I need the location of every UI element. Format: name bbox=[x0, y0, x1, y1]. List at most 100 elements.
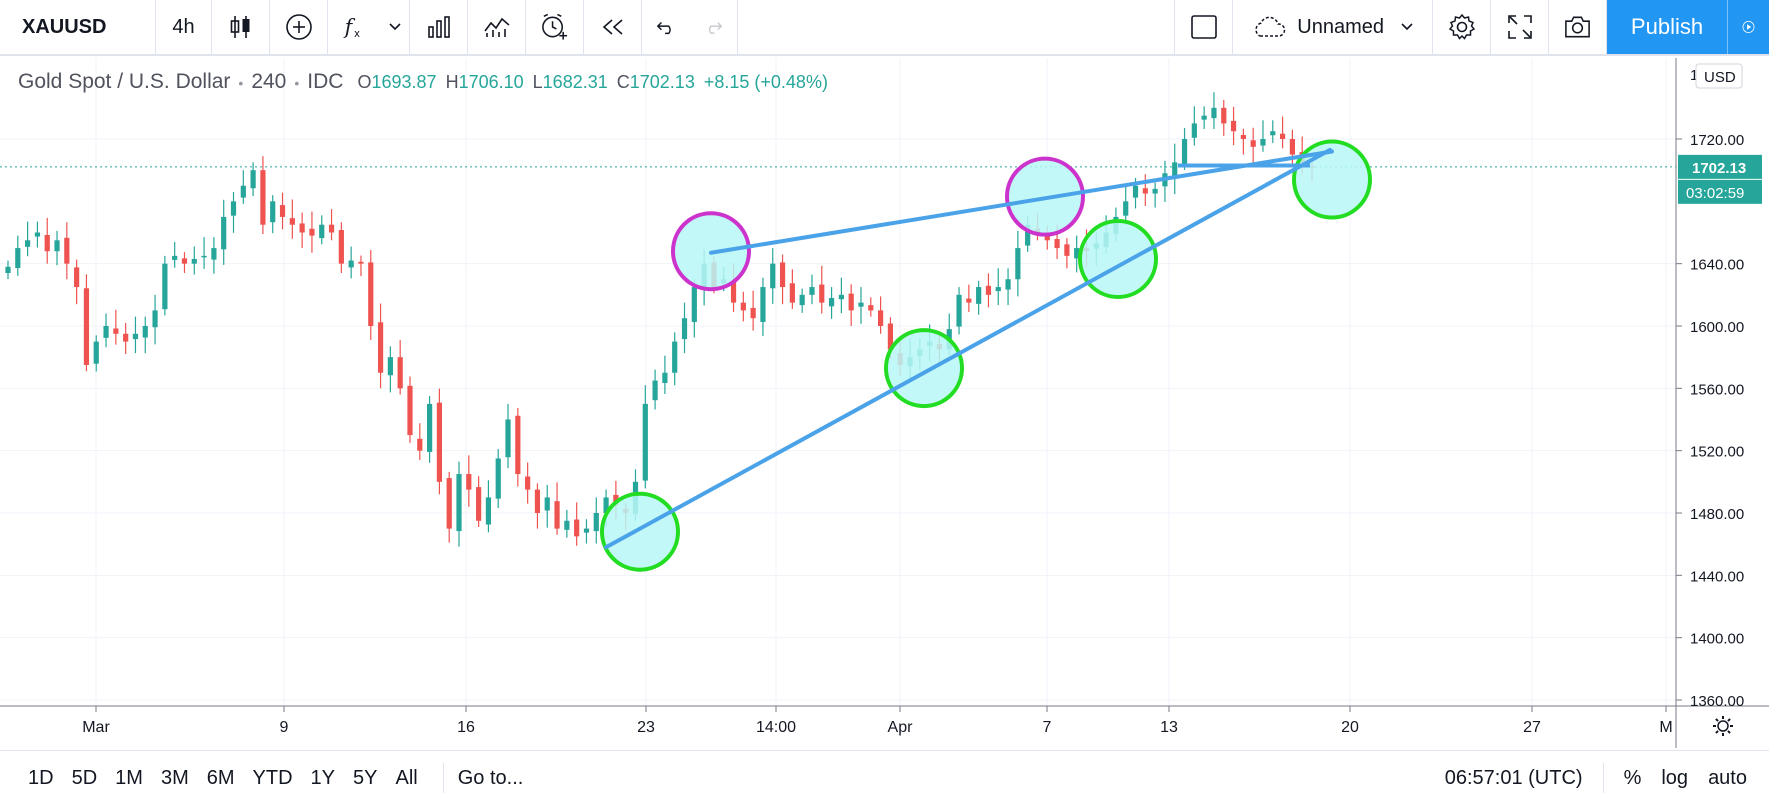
currency-badge[interactable] bbox=[1695, 63, 1743, 89]
axis-settings-icon[interactable] bbox=[1717, 720, 1729, 732]
candle-body bbox=[93, 341, 99, 364]
chevron-down-icon[interactable] bbox=[380, 0, 410, 54]
symbol-search[interactable]: XAUUSD bbox=[0, 0, 156, 54]
price-tick-label: 1720.00 bbox=[1690, 132, 1744, 149]
time-tick-label: 14:00 bbox=[756, 719, 796, 736]
candle-body bbox=[407, 385, 413, 436]
time-tick-label: 20 bbox=[1341, 719, 1359, 736]
candle-body bbox=[985, 285, 992, 295]
candle-body bbox=[525, 476, 531, 490]
undo-icon[interactable] bbox=[642, 0, 690, 54]
auto-toggle[interactable]: auto bbox=[1708, 766, 1747, 789]
candle-body bbox=[485, 497, 492, 525]
candle-body bbox=[250, 170, 256, 189]
add-compare-icon[interactable] bbox=[270, 0, 328, 54]
replay-icon[interactable] bbox=[584, 0, 642, 54]
legend-high-key: H bbox=[445, 72, 459, 92]
price-tick-label: 1400.00 bbox=[1690, 631, 1744, 648]
candle-body bbox=[338, 230, 344, 264]
range-all[interactable]: All bbox=[395, 766, 418, 789]
play-icon[interactable] bbox=[1727, 0, 1769, 54]
candle-body bbox=[44, 234, 50, 252]
support-circle[interactable] bbox=[1078, 218, 1158, 299]
support-circle[interactable] bbox=[884, 328, 964, 409]
candle-body bbox=[1201, 115, 1207, 120]
price-chart[interactable]: 1360.00 1400.00 1440.00 1480.00 1520.00 1560.… bbox=[0, 58, 1769, 748]
legend-low-key: L bbox=[532, 72, 543, 92]
last-price-label: 1702.13 bbox=[1692, 160, 1746, 177]
layout-name: Unnamed bbox=[1297, 15, 1384, 38]
candle-body bbox=[848, 293, 854, 311]
range-1y[interactable]: 1Y bbox=[310, 766, 336, 789]
time-tick-label: 16 bbox=[457, 719, 475, 736]
time-tick-label: 27 bbox=[1523, 719, 1541, 736]
candle-body bbox=[966, 298, 972, 303]
log-toggle[interactable]: log bbox=[1661, 766, 1689, 789]
percent-toggle[interactable]: % bbox=[1623, 766, 1642, 789]
chart-legend: Gold Spot / U.S. Dollar • 240 • IDC O169… bbox=[18, 70, 832, 94]
candle-body bbox=[878, 310, 884, 326]
settings-icon[interactable] bbox=[1433, 0, 1491, 54]
support-trendline[interactable] bbox=[604, 147, 1332, 550]
time-tick-label: M bbox=[1659, 719, 1672, 736]
candle-body bbox=[730, 281, 737, 303]
layout-menu[interactable]: Unnamed bbox=[1233, 0, 1433, 54]
candles-icon[interactable] bbox=[212, 0, 270, 54]
legend-symbol-name: Gold Spot / U.S. Dollar bbox=[18, 70, 231, 93]
chevron-down-icon bbox=[1401, 23, 1413, 31]
range-1d[interactable]: 1D bbox=[28, 766, 54, 789]
candle-body bbox=[436, 402, 442, 482]
candle-body bbox=[1054, 239, 1060, 249]
candle-body bbox=[387, 357, 393, 376]
templates-icon[interactable] bbox=[468, 0, 526, 54]
goto-button[interactable]: Go to... bbox=[457, 766, 524, 789]
time-tick-label: Apr bbox=[888, 719, 914, 736]
range-ytd[interactable]: YTD bbox=[252, 766, 293, 789]
axis-settings-icon-tooth bbox=[1715, 718, 1719, 722]
candle-body bbox=[377, 322, 384, 373]
fullscreen-icon[interactable] bbox=[1491, 0, 1549, 54]
resistance-trendline[interactable] bbox=[709, 149, 1334, 255]
range-6m[interactable]: 6M bbox=[206, 766, 235, 789]
publish-button[interactable]: Publish bbox=[1607, 0, 1727, 54]
support-circle[interactable] bbox=[600, 491, 680, 572]
clock-time[interactable]: 06:57:01 (UTC) bbox=[1445, 763, 1604, 793]
range-5d[interactable]: 5D bbox=[71, 766, 98, 789]
range-1m[interactable]: 1M bbox=[115, 766, 143, 789]
candle-body bbox=[838, 294, 844, 300]
svg-text:x: x bbox=[354, 29, 360, 40]
rectangle-icon[interactable] bbox=[1175, 0, 1234, 54]
redo-icon[interactable] bbox=[690, 0, 738, 54]
candle-body bbox=[1132, 185, 1139, 198]
candle-body bbox=[1015, 248, 1021, 280]
interval-button[interactable]: 4h bbox=[156, 0, 212, 54]
financials-icon[interactable] bbox=[410, 0, 468, 54]
axis-settings-icon-tooth bbox=[1727, 730, 1731, 734]
alert-icon[interactable] bbox=[526, 0, 584, 54]
candle-body bbox=[5, 266, 11, 274]
time-tick-label: 13 bbox=[1160, 719, 1178, 736]
candle-body bbox=[799, 294, 805, 306]
range-5y[interactable]: 5Y bbox=[353, 766, 378, 789]
legend-dot: • bbox=[238, 75, 244, 91]
candle-body bbox=[495, 458, 501, 499]
candle-body bbox=[662, 372, 668, 384]
candle-body bbox=[1279, 133, 1286, 139]
legend-change: +8.15 (+0.48%) bbox=[703, 72, 828, 92]
candle-body bbox=[534, 489, 541, 513]
candle-body bbox=[358, 261, 364, 264]
candle-body bbox=[995, 287, 1001, 292]
camera-icon[interactable] bbox=[1549, 0, 1607, 54]
candle-body bbox=[779, 262, 786, 288]
candle-body bbox=[564, 520, 570, 530]
range-3m[interactable]: 3M bbox=[160, 766, 189, 789]
time-tick-label: Mar bbox=[82, 719, 110, 736]
candle-body bbox=[1152, 188, 1158, 194]
chart-pane[interactable]: 1360.00 1400.00 1440.00 1480.00 1520.00 1560.… bbox=[0, 58, 1769, 748]
candle-body bbox=[672, 341, 678, 373]
candle-body bbox=[505, 419, 511, 458]
candle-body bbox=[103, 326, 109, 338]
candle-body bbox=[1005, 279, 1011, 290]
candle-body bbox=[368, 262, 374, 326]
